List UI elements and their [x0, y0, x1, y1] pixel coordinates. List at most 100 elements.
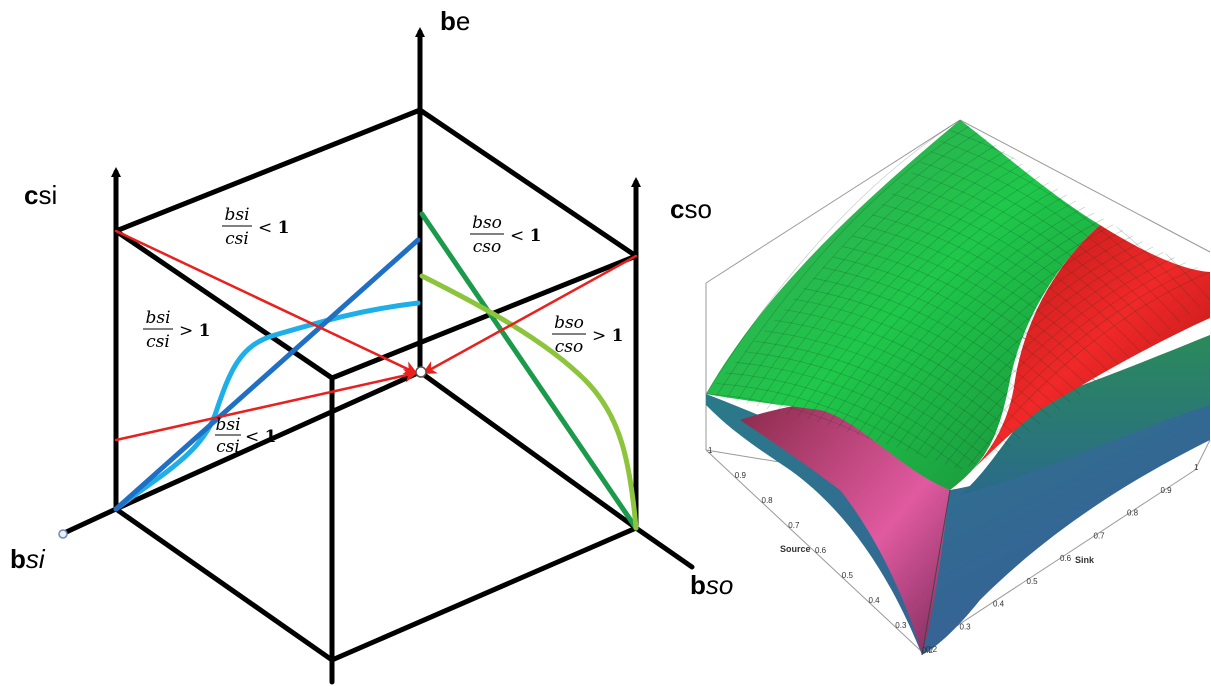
- axis-bsi: [59, 506, 119, 537]
- plot-front-edge: [921, 489, 951, 656]
- sink-tick-label: 0.2: [926, 645, 938, 654]
- numerator: bsi: [215, 415, 240, 435]
- mesh-line: [911, 172, 1161, 337]
- sink-axis: 0.2 0.3 0.4 0.5 0.6 0.7 0.8 0.9 1: [926, 463, 1199, 654]
- edge: [113, 228, 335, 381]
- mesh-line: [790, 172, 1047, 428]
- axis-bso: [633, 525, 695, 570]
- mesh-line: [784, 309, 1031, 432]
- numerator: bsi: [224, 205, 249, 225]
- bsi-point: [58, 529, 68, 539]
- mesh-line: [852, 235, 1101, 381]
- mesh-line: [715, 125, 970, 398]
- mesh-line: [881, 203, 1131, 359]
- mesh-line: [837, 201, 1095, 446]
- numerator: bso: [554, 313, 584, 333]
- mesh-line: [725, 372, 971, 470]
- mesh-line: [865, 219, 1124, 458]
- source-tick-label: 0.9: [735, 471, 747, 480]
- mesh-line: [754, 340, 1001, 454]
- source-tick-label: 0.7: [788, 521, 800, 530]
- source-tick-label: 1: [708, 446, 713, 455]
- mesh-line: [940, 140, 1191, 315]
- source-axis: 1 0.9 0.8 0.7 0.6 0.5 0.4 0.3 0.2: [708, 446, 934, 655]
- surface-mesh: [706, 120, 1210, 470]
- edge: [329, 525, 639, 663]
- mesh-line: [902, 242, 1163, 470]
- light-blue-curve: [113, 300, 421, 512]
- source-axis-label: Source: [780, 544, 811, 554]
- edge: [417, 369, 639, 531]
- mesh-line: [940, 265, 1201, 470]
- sink-tick-label: 0.7: [1094, 531, 1106, 540]
- label-bso: bso: [690, 570, 733, 600]
- sink-tick-label: 0.5: [1027, 577, 1039, 586]
- denominator: cso: [473, 237, 501, 257]
- mesh-line: [803, 288, 1051, 418]
- source-tick-label: 0.3: [895, 621, 907, 630]
- source-tick-label: 0.8: [762, 496, 774, 505]
- sink-axis-label: Sink: [1075, 555, 1095, 565]
- sink-tick-label: 1: [1194, 463, 1199, 472]
- light-green-curve: [419, 273, 639, 531]
- mesh-line: [771, 160, 1028, 420]
- edge: [113, 369, 423, 512]
- mesh-line: [780, 166, 1038, 424]
- edge: [113, 506, 335, 663]
- denominator: csi: [146, 332, 170, 352]
- relation: < 1: [245, 427, 277, 447]
- edge: [417, 107, 639, 259]
- mesh-line: [764, 330, 1011, 447]
- mesh-line: [949, 271, 1210, 470]
- mesh-line: [724, 131, 980, 402]
- sink-tick-label: 0.3: [960, 622, 972, 631]
- fraction-left-top: bsi csi < 1: [222, 205, 290, 249]
- mesh-line: [874, 224, 1134, 461]
- origin-point: [415, 366, 427, 378]
- mesh-line: [884, 230, 1143, 465]
- sink-tick-label: 0.8: [1127, 509, 1139, 518]
- relation: > 1: [592, 326, 624, 346]
- curves: [113, 211, 639, 531]
- surface-right-side: [960, 335, 1210, 495]
- red-line-top-right: [422, 254, 638, 375]
- mesh-line: [832, 256, 1081, 396]
- label-csi: csi: [24, 180, 57, 210]
- surface-plot: 10.90.80.70.60.50.40.30.2 0.20.30.40.50.…: [705, 119, 1211, 656]
- sink-tick-label: 0.4: [993, 600, 1005, 609]
- mesh-line: [745, 351, 991, 462]
- mesh-line: [842, 246, 1091, 388]
- mesh-line: [846, 207, 1105, 450]
- mesh-line: [752, 148, 1009, 413]
- fraction-left-low: bsi csi < 1: [215, 415, 277, 457]
- surface-red: [950, 225, 1210, 490]
- mesh-line: [930, 259, 1191, 470]
- label-be: be: [440, 6, 470, 36]
- dark-green-line: [419, 211, 639, 531]
- mesh-line: [891, 193, 1141, 352]
- source-tick-label: 0.5: [842, 571, 854, 580]
- denominator: csi: [225, 229, 249, 249]
- red-line-top-left: [114, 229, 418, 375]
- denominator: cso: [555, 337, 583, 357]
- mesh-line: [743, 143, 999, 409]
- dark-blue-line: [113, 237, 421, 512]
- source-tick-label: 0.4: [869, 596, 881, 605]
- mesh-line: [818, 189, 1076, 439]
- mesh-line: [862, 225, 1111, 374]
- mesh-line: [912, 248, 1172, 470]
- label-cso: cso: [670, 194, 712, 224]
- relation: < 1: [510, 226, 542, 246]
- mesh-line: [735, 362, 981, 469]
- label-bsi: bsi: [10, 544, 46, 574]
- mesh-line: [813, 277, 1061, 410]
- fraction-left-mid: bsi csi > 1: [143, 308, 211, 352]
- mesh-line: [808, 183, 1066, 435]
- mesh-line: [733, 137, 989, 406]
- edge: [113, 107, 423, 234]
- numerator: bso: [472, 213, 502, 233]
- denominator: csi: [216, 437, 240, 457]
- fraction-right-top: bso cso < 1: [470, 213, 542, 257]
- mesh-line: [827, 195, 1086, 443]
